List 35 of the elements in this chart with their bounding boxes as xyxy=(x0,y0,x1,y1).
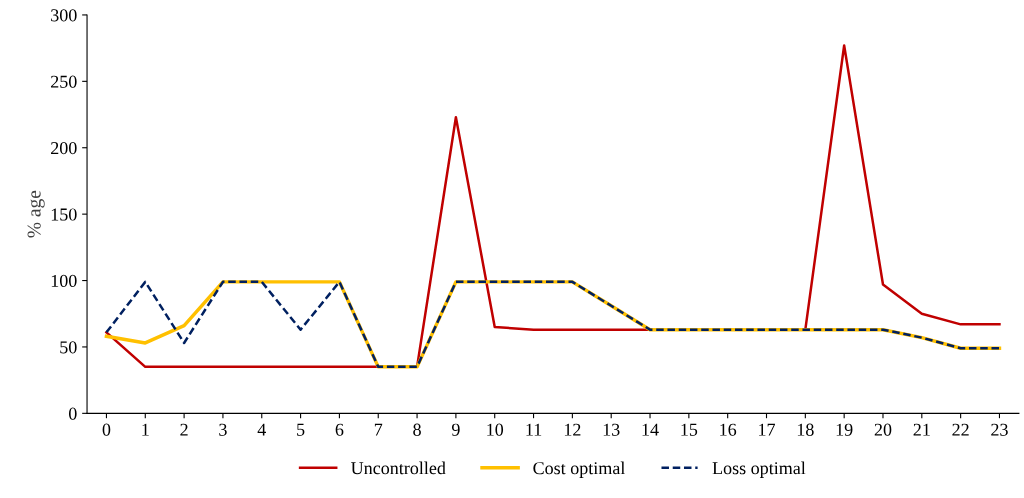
x-tick-label: 7 xyxy=(374,423,383,436)
y-tick-label: 50 xyxy=(60,341,77,354)
x-tick-label: 5 xyxy=(297,423,305,436)
x-tick-label: 21 xyxy=(913,423,930,436)
x-tick-label: 23 xyxy=(991,423,1008,436)
legend-label: Loss optimal xyxy=(712,461,806,478)
legend-label: Uncontrolled xyxy=(351,461,446,475)
x-tick-label: 0 xyxy=(102,423,111,436)
y-tick-label: 150 xyxy=(51,208,77,221)
x-tick-label: 15 xyxy=(681,423,698,436)
x-tick-label: 16 xyxy=(720,423,737,436)
legend-label: Cost optimal xyxy=(533,461,626,478)
y-tick-label: 100 xyxy=(51,274,77,287)
y-tick-label: 250 xyxy=(51,75,77,88)
x-tick-label: 19 xyxy=(836,423,853,436)
x-tick-label: 4 xyxy=(257,423,266,436)
x-tick-label: 2 xyxy=(180,423,188,436)
x-tick-label: 9 xyxy=(451,423,460,436)
x-tick-label: 17 xyxy=(759,423,776,436)
x-tick-label: 3 xyxy=(219,423,227,436)
x-tick-label: 11 xyxy=(526,423,542,436)
x-tick-label: 10 xyxy=(487,423,504,436)
x-tick-label: 6 xyxy=(335,423,344,436)
x-tick-label: 22 xyxy=(952,423,969,436)
x-tick-label: 18 xyxy=(797,423,814,436)
x-tick-label: 13 xyxy=(603,423,620,436)
x-tick-label: 1 xyxy=(142,423,149,436)
x-tick-label: 20 xyxy=(874,423,892,436)
y-tick-label: 200 xyxy=(51,142,77,155)
y-axis-title: % age xyxy=(27,190,45,238)
x-tick-label: 12 xyxy=(564,423,581,436)
x-tick-label: 8 xyxy=(413,423,421,436)
y-tick-label: 0 xyxy=(68,407,77,420)
y-tick-label: 300 xyxy=(51,9,77,22)
x-tick-label: 14 xyxy=(642,423,659,436)
